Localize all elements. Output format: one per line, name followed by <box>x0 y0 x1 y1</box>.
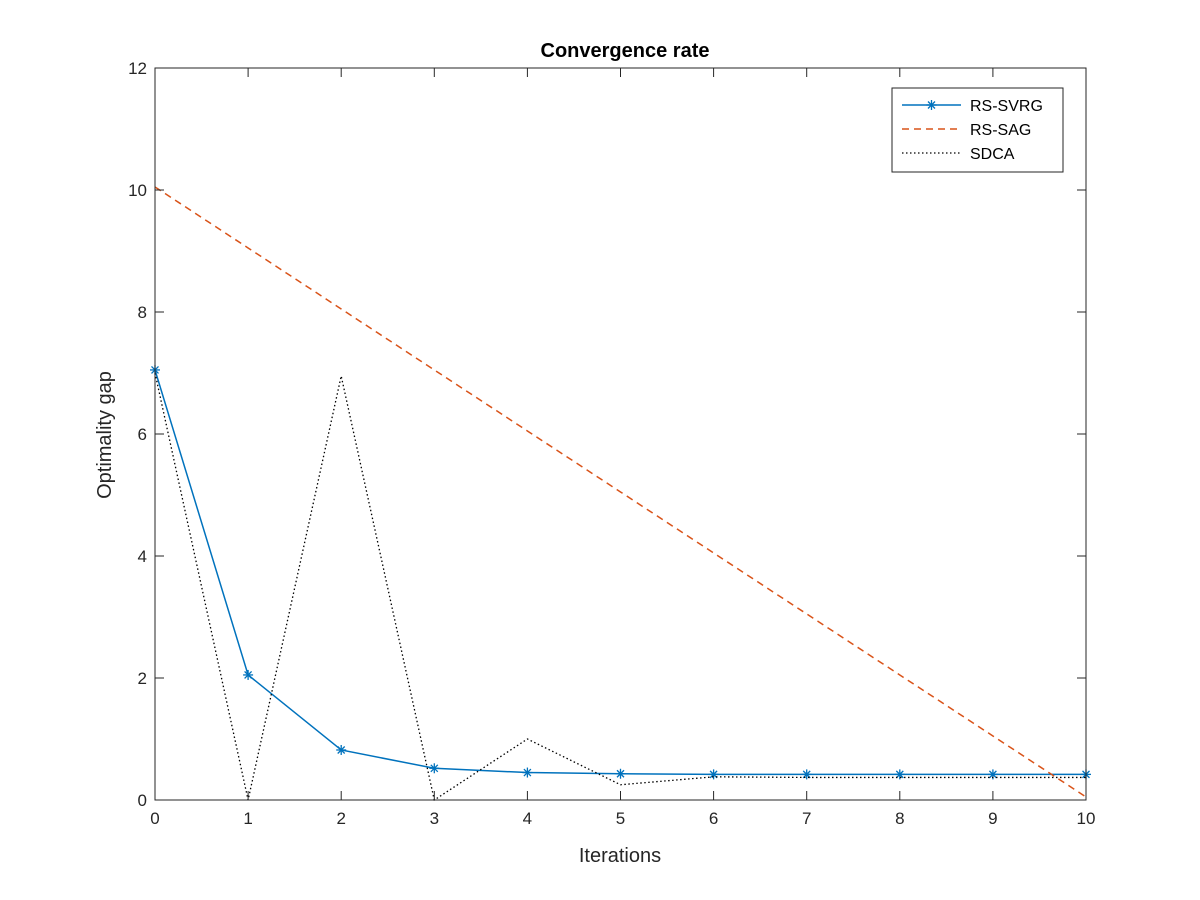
legend-label-rs-sag: RS-SAG <box>970 122 1031 139</box>
x-axis-label: Iterations <box>579 845 661 867</box>
marker-stroke <box>895 770 904 779</box>
x-tick-label: 9 <box>988 809 997 828</box>
series-sdca <box>154 372 1086 802</box>
legend-entry-rs-sag: RS-SAG <box>902 122 1031 139</box>
data-point-rs-svrg <box>615 768 626 779</box>
chart-title: Convergence rate <box>541 40 710 62</box>
x-tick-label: 0 <box>150 809 159 828</box>
legend-marker-rs-svrg <box>926 100 937 110</box>
x-tick-label: 6 <box>709 809 718 828</box>
marker-stroke <box>523 768 532 777</box>
data-point-rs-svrg <box>243 669 254 680</box>
legend-entry-sdca: SDCA <box>902 146 1015 163</box>
legend-label-rs-svrg: RS-SVRG <box>970 98 1043 115</box>
legend-box <box>891 87 1064 173</box>
legend-label-sdca: SDCA <box>970 146 1015 163</box>
series-layer <box>150 186 1091 802</box>
x-tick-label: 7 <box>802 809 811 828</box>
y-tick-label: 6 <box>138 425 147 444</box>
marker-stroke <box>709 770 718 779</box>
x-tick-label: 8 <box>895 809 904 828</box>
marker-stroke <box>244 670 253 679</box>
data-point-rs-svrg <box>801 769 812 780</box>
legend: RS-SVRG RS-SAG SDCA <box>891 87 1064 173</box>
x-tick-label: 1 <box>243 809 252 828</box>
data-point-rs-svrg <box>522 767 533 778</box>
marker-stroke <box>337 746 346 754</box>
marker-stroke <box>430 764 439 773</box>
marker-stroke <box>802 770 811 779</box>
data-point-rs-svrg <box>894 769 905 780</box>
x-tick-label: 3 <box>430 809 439 828</box>
data-point-rs-svrg <box>429 763 440 774</box>
series-line-rs-sag <box>154 186 1087 798</box>
y-tick-label: 10 <box>128 181 147 200</box>
x-tick-label: 2 <box>336 809 345 828</box>
series-rs-sag <box>154 186 1087 798</box>
marker-stroke <box>988 770 997 779</box>
y-axis-label: Optimality gap <box>94 371 116 499</box>
y-tick-label: 12 <box>128 59 147 78</box>
y-tick-label: 0 <box>138 791 147 810</box>
y-tick-label: 8 <box>138 303 147 322</box>
marker-stroke <box>927 101 936 109</box>
x-tick-label: 10 <box>1077 809 1096 828</box>
series-line-sdca <box>154 372 1086 802</box>
plot-area <box>155 68 1086 800</box>
data-point-rs-svrg <box>336 744 347 755</box>
data-point-rs-svrg <box>708 769 719 780</box>
y-tick-label: 2 <box>138 669 147 688</box>
legend-entry-rs-svrg: RS-SVRG <box>902 98 1043 115</box>
x-tick-label: 5 <box>616 809 625 828</box>
x-tick-label: 4 <box>523 809 532 828</box>
marker-stroke <box>616 769 625 778</box>
plot-background <box>155 68 1086 800</box>
y-tick-label: 4 <box>138 547 147 566</box>
